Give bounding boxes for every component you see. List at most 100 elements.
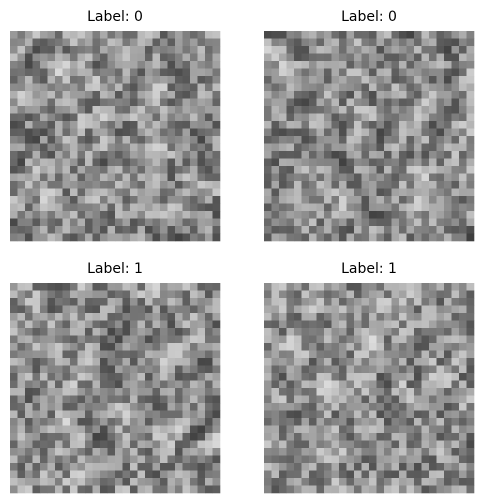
pixel	[414, 425, 422, 434]
pixel	[32, 113, 41, 122]
pixel	[100, 113, 108, 122]
pixel	[10, 61, 18, 69]
pixel	[399, 350, 407, 359]
pixel	[212, 166, 221, 174]
pixel	[316, 38, 325, 47]
pixel	[451, 121, 460, 129]
pixel	[391, 470, 400, 479]
pixel	[391, 113, 400, 122]
pixel	[346, 328, 355, 336]
pixel	[466, 298, 475, 306]
pixel	[32, 313, 41, 321]
pixel	[107, 143, 116, 152]
pixel	[399, 151, 407, 159]
pixel	[361, 320, 370, 329]
pixel	[62, 181, 71, 189]
pixel	[122, 455, 131, 464]
pixel	[459, 61, 467, 69]
pixel	[212, 388, 221, 396]
pixel	[10, 485, 18, 494]
pixel	[271, 173, 280, 182]
pixel	[62, 470, 71, 479]
pixel	[331, 433, 340, 441]
pixel	[414, 76, 422, 84]
pixel	[145, 211, 153, 219]
pixel	[384, 158, 392, 167]
pixel	[17, 328, 26, 336]
pixel	[205, 158, 213, 167]
pixel	[421, 343, 430, 351]
pixel	[309, 470, 317, 479]
pixel	[354, 403, 362, 411]
pixel	[152, 91, 161, 99]
pixel	[459, 335, 467, 344]
pixel	[406, 83, 415, 92]
pixel	[271, 113, 280, 122]
pixel	[294, 203, 302, 212]
pixel	[354, 128, 362, 137]
pixel	[17, 410, 26, 419]
pixel	[429, 395, 437, 404]
pixel	[271, 470, 280, 479]
pixel	[107, 113, 116, 122]
pixel	[391, 403, 400, 411]
pixel	[339, 388, 347, 396]
pixel	[85, 196, 93, 204]
pixel	[466, 188, 475, 197]
pixel	[354, 188, 362, 197]
pixel	[32, 46, 41, 54]
pixel	[264, 470, 272, 479]
pixel	[160, 121, 168, 129]
pixel	[175, 373, 183, 381]
pixel	[376, 425, 385, 434]
pixel	[182, 181, 191, 189]
pixel	[152, 83, 161, 92]
pixel	[459, 463, 467, 471]
pixel	[301, 53, 310, 62]
pixel	[130, 233, 138, 242]
pixel	[406, 181, 415, 189]
pixel	[145, 463, 153, 471]
pixel	[10, 440, 18, 449]
pixel	[399, 380, 407, 389]
pixel	[115, 403, 123, 411]
pixel	[324, 233, 332, 242]
pixel	[47, 418, 56, 426]
pixel	[122, 403, 131, 411]
pixel	[271, 151, 280, 159]
pixel	[40, 380, 48, 389]
pixel	[414, 121, 422, 129]
pixel	[85, 61, 93, 69]
pixel	[25, 158, 33, 167]
pixel	[354, 218, 362, 227]
pixel	[190, 418, 198, 426]
pixel	[152, 121, 161, 129]
pixel	[40, 298, 48, 306]
pixel	[130, 433, 138, 441]
pixel	[384, 211, 392, 219]
pixel	[137, 433, 146, 441]
pixel	[47, 203, 56, 212]
pixel	[406, 425, 415, 434]
pixel	[339, 463, 347, 471]
pixel	[331, 83, 340, 92]
pixel	[451, 335, 460, 344]
pixel	[100, 335, 108, 344]
pixel	[115, 283, 123, 291]
pixel	[316, 388, 325, 396]
pixel	[10, 388, 18, 396]
pixel	[17, 478, 26, 486]
pixel	[324, 448, 332, 456]
pixel	[160, 31, 168, 39]
pixel	[436, 388, 445, 396]
pixel	[339, 373, 347, 381]
pixel	[294, 196, 302, 204]
pixel	[167, 403, 176, 411]
pixel	[316, 98, 325, 107]
pixel	[339, 173, 347, 182]
pixel	[444, 455, 452, 464]
pixel	[190, 305, 198, 314]
pixel	[294, 83, 302, 92]
pixel	[459, 76, 467, 84]
pixel	[376, 68, 385, 77]
